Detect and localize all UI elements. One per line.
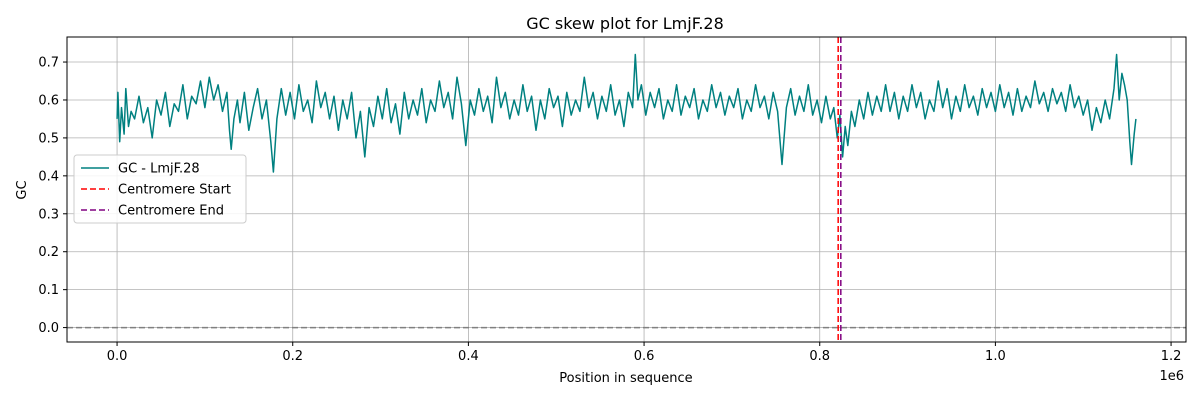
x-axis-ticks: 0.0 0.2 0.4 0.6 0.8 1.0 1.2 <box>107 342 1182 364</box>
centromere-lines <box>837 37 842 342</box>
legend-box <box>73 154 247 224</box>
x-tick-label: 0.8 <box>809 349 830 364</box>
x-tick-label: 0.2 <box>282 349 303 364</box>
legend: GC - LmjF.28 Centromere Start Centromere E… <box>73 154 247 224</box>
y-tick-label: 0.1 <box>38 283 59 298</box>
x-tick-label: 1.2 <box>1161 349 1182 364</box>
y-tick-label: 0.0 <box>38 321 59 336</box>
legend-label: GC - LmjF.28 <box>118 162 200 177</box>
grid-lines <box>67 37 1186 342</box>
legend-label: Centromere End <box>118 204 224 219</box>
series-line-gc <box>116 53 1137 173</box>
plot-frame <box>66 36 1187 343</box>
x-tick-label: 0.0 <box>107 349 128 364</box>
x-tick-label: 0.4 <box>458 349 479 364</box>
y-axis-ticks: 0.0 0.1 0.2 0.3 0.4 0.5 0.6 0.7 <box>38 56 67 336</box>
y-tick-label: 0.3 <box>38 207 59 222</box>
x-axis-label: Position in sequence <box>559 371 692 386</box>
series-lines <box>116 53 1137 173</box>
y-axis-label: GC <box>15 180 30 199</box>
y-tick-label: 0.4 <box>38 169 59 184</box>
y-tick-label: 0.5 <box>38 131 59 146</box>
chart-title: GC skew plot for LmjF.28 <box>526 14 724 33</box>
legend-items: GC - LmjF.28 Centromere Start Centromere E… <box>81 162 231 219</box>
x-tick-label: 1.0 <box>985 349 1006 364</box>
x-axis-offset-label: 1e6 <box>1159 369 1184 384</box>
y-tick-label: 0.2 <box>38 245 59 260</box>
y-tick-label: 0.7 <box>38 56 59 71</box>
y-tick-label: 0.6 <box>38 93 59 108</box>
legend-label: Centromere Start <box>118 183 231 198</box>
x-tick-label: 0.6 <box>634 349 655 364</box>
